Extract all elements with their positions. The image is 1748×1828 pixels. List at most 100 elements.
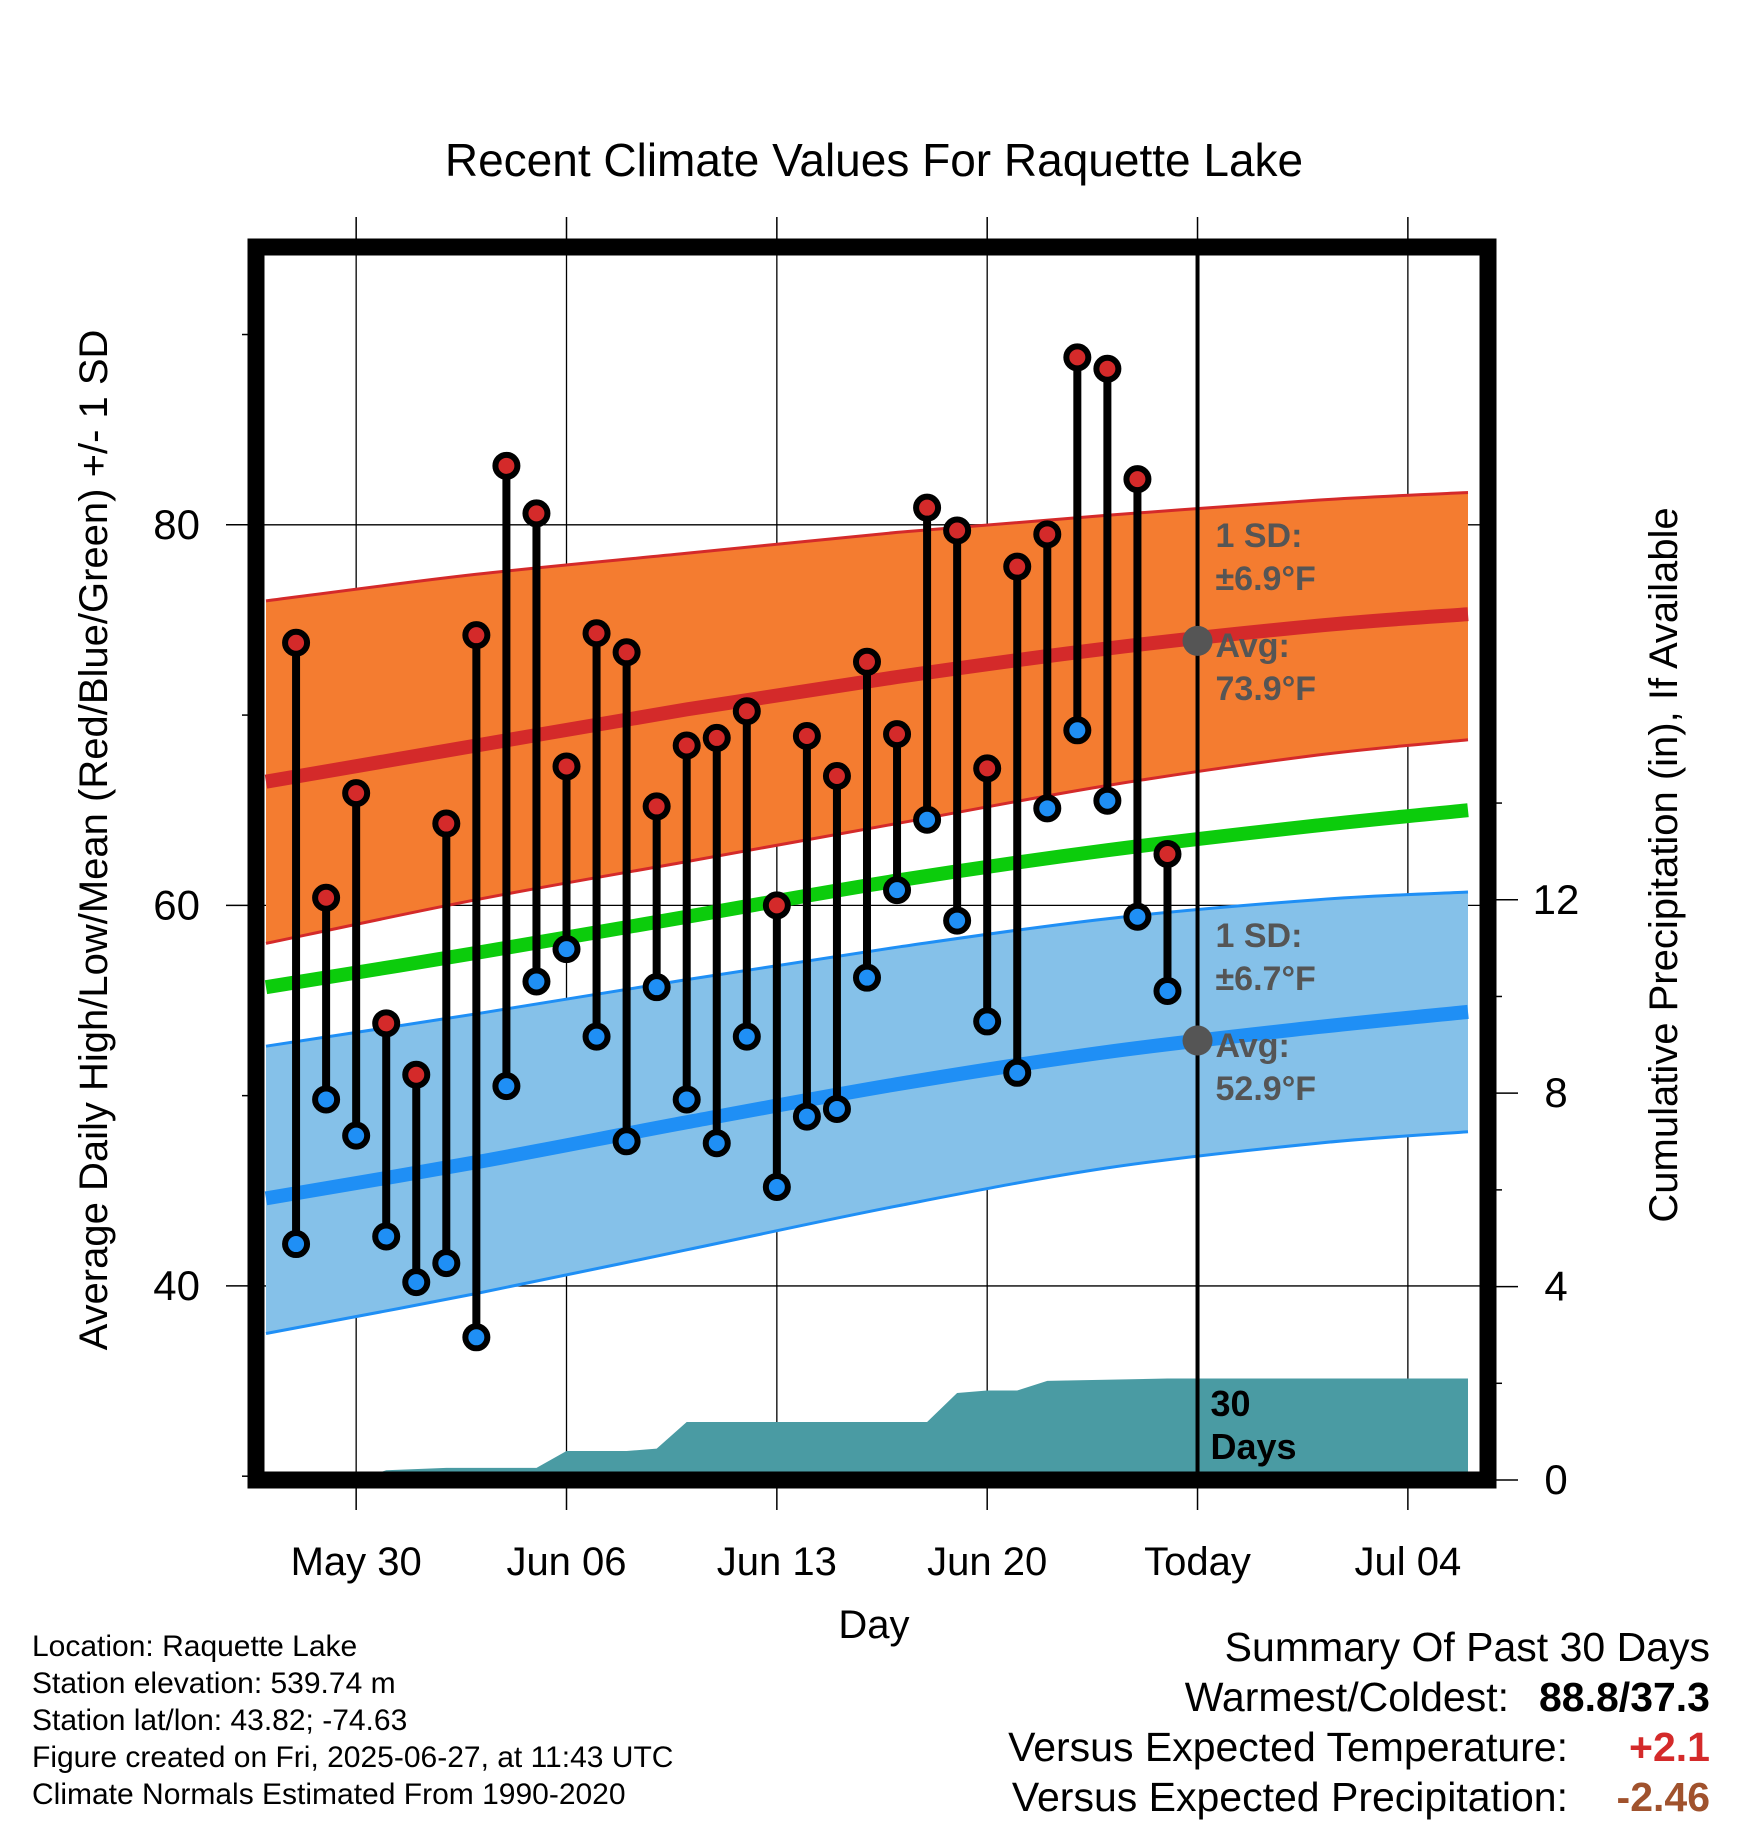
temp-value: +2.1 [1629,1724,1710,1770]
daily-high-point-2025-06-14 [792,722,821,751]
daily-high-point-2025-06-04 [492,451,521,480]
temp-label: Versus Expected Temperature: [1008,1724,1568,1770]
daily-low-point-2025-06-26 [1153,976,1182,1005]
daily-high-point-2025-05-29 [312,883,341,912]
elevation-text: Station elevation: 539.74 m [32,1667,396,1700]
daily-low-point-2025-06-16 [852,963,881,992]
daily-low-point-2025-06-25 [1123,902,1152,931]
precip-value: -2.46 [1616,1774,1710,1820]
summary-panel: Summary Of Past 30 Days Warmest/Coldest:… [1008,1622,1710,1822]
y-tick-label-60: 60 [153,881,200,928]
daily-high-point-2025-06-05 [522,499,551,528]
y-axis-label-right: Cumulative Precipitation (in), If Availa… [1642,507,1686,1222]
daily-low-point-2025-06-06 [552,935,581,964]
daily-low-point-2025-06-19 [943,906,972,935]
daily-high-point-2025-06-20 [973,754,1002,783]
y-tick-label-40: 40 [153,1262,200,1309]
x-tick-label-jun-13: Jun 13 [717,1540,837,1584]
daily-high-point-2025-06-09 [642,792,671,821]
high-upper-edge [265,491,1469,603]
daily-low-point-2025-06-12 [732,1022,761,1051]
axes: 40 60 80 0 4 8 12 May 30 Jun 06 Jun 13 Jun 20 Today… [153,217,1579,1584]
daily-high-point-2025-06-24 [1093,354,1122,383]
station-metadata: Location: Raquette Lake Station elevatio… [32,1628,673,1813]
summary-warm-cold-row: Warmest/Coldest: 88.8/37.3 [1008,1672,1710,1722]
daily-low-point-2025-05-30 [342,1121,371,1150]
daily-low-point-2025-06-11 [702,1129,731,1158]
period-label-line1: 30 [1211,1383,1251,1424]
precip-area [256,1378,1468,1480]
plot-frame [247,238,1497,1489]
daily-low-point-2025-06-17 [883,876,912,905]
high-avg-title: Avg: [1216,627,1290,665]
warm-cold-value: 88.8/37.3 [1539,1674,1710,1720]
high-sd-title: 1 SD: [1216,517,1303,555]
daily-low-point-2025-06-02 [432,1249,461,1278]
daily-low-point-2025-06-08 [612,1127,641,1156]
x-tick-label-jul-04: Jul 04 [1354,1540,1461,1584]
daily-low-point-2025-06-05 [522,967,551,996]
y2-tick-label-12: 12 [1533,876,1580,923]
warm-cold-label: Warmest/Coldest: [1184,1674,1509,1720]
daily-high-point-2025-06-16 [852,647,881,676]
low-sd-title: 1 SD: [1216,917,1303,955]
daily-high-point-2025-06-15 [822,761,851,790]
daily-high-point-2025-05-30 [342,779,371,808]
plot-content: 1 SD: ±6.9°F Avg: 73.9°F 1 SD: ±6.7°F Avg: 52.9… [256,247,1488,1480]
daily-high-point-2025-06-13 [762,891,791,920]
daily-low-point-2025-06-13 [762,1172,791,1201]
daily-high-point-2025-06-03 [462,621,491,650]
plot-area: 1 SD: ±6.9°F Avg: 73.9°F 1 SD: ±6.7°F Avg: 52.9… [256,247,1488,1480]
daily-high-point-2025-06-21 [1003,552,1032,581]
daily-high-point-2025-06-19 [943,516,972,545]
daily-low-point-2025-06-15 [822,1094,851,1123]
daily-high-point-2025-06-25 [1123,465,1152,494]
y2-tick-label-4: 4 [1544,1263,1567,1310]
daily-low-point-2025-05-28 [282,1230,311,1259]
x-tick-label-may-30: May 30 [291,1540,422,1584]
x-axis-label: Day [838,1603,909,1647]
period-label-line2: Days [1211,1426,1297,1467]
daily-high-point-2025-06-17 [883,720,912,749]
daily-high-point-2025-06-01 [402,1060,431,1089]
daily-high-point-2025-06-08 [612,638,641,667]
daily-low-point-2025-06-04 [492,1072,521,1101]
daily-low-point-2025-06-07 [582,1022,611,1051]
normals-text: Climate Normals Estimated From 1990-2020 [32,1778,626,1811]
daily-high-point-2025-06-10 [672,731,701,760]
y2-tick-label-8: 8 [1544,1069,1567,1116]
created-text: Figure created on Fri, 2025-06-27, at 11… [32,1741,674,1774]
summary-precip-row: Versus Expected Precipitation: -2.46 [1008,1772,1710,1822]
high-sd-value: ±6.9°F [1216,560,1316,598]
daily-low-point-2025-06-21 [1003,1058,1032,1087]
daily-low-point-2025-06-09 [642,973,671,1002]
chart-title: Recent Climate Values For Raquette Lake [445,134,1303,186]
summary-temp-row: Versus Expected Temperature: +2.1 [1008,1722,1710,1772]
daily-low-point-2025-06-03 [462,1323,491,1352]
latlon-text: Station lat/lon: 43.82; -74.63 [32,1704,408,1737]
daily-high-point-2025-06-18 [913,493,942,522]
y-axis-label-left: Average Daily High/Low/Mean (Red/Blue/Gr… [72,330,116,1351]
daily-high-point-2025-05-28 [282,628,311,657]
location-text: Location: Raquette Lake [32,1630,358,1663]
x-tick-label-today: Today [1144,1540,1251,1584]
high-avg-value: 73.9°F [1216,670,1317,708]
daily-high-point-2025-05-31 [372,1009,401,1038]
summary-title: Summary Of Past 30 Days [1224,1624,1710,1670]
x-tick-label-jun-20: Jun 20 [927,1540,1047,1584]
daily-high-point-2025-06-06 [552,752,581,781]
daily-low-point-2025-06-01 [402,1268,431,1297]
daily-high-point-2025-06-26 [1153,839,1182,868]
y2-tick-label-0: 0 [1544,1456,1567,1503]
daily-high-point-2025-06-12 [732,697,761,726]
daily-high-point-2025-06-23 [1063,343,1092,372]
daily-high-point-2025-06-02 [432,809,461,838]
daily-low-point-2025-06-23 [1063,716,1092,745]
daily-low-point-2025-06-24 [1093,786,1122,815]
y-tick-label-80: 80 [153,501,200,548]
low-sd-value: ±6.7°F [1216,960,1316,998]
daily-low-point-2025-06-20 [973,1007,1002,1036]
daily-low-point-2025-06-14 [792,1102,821,1131]
daily-low-point-2025-06-18 [913,805,942,834]
daily-high-point-2025-06-11 [702,723,731,752]
